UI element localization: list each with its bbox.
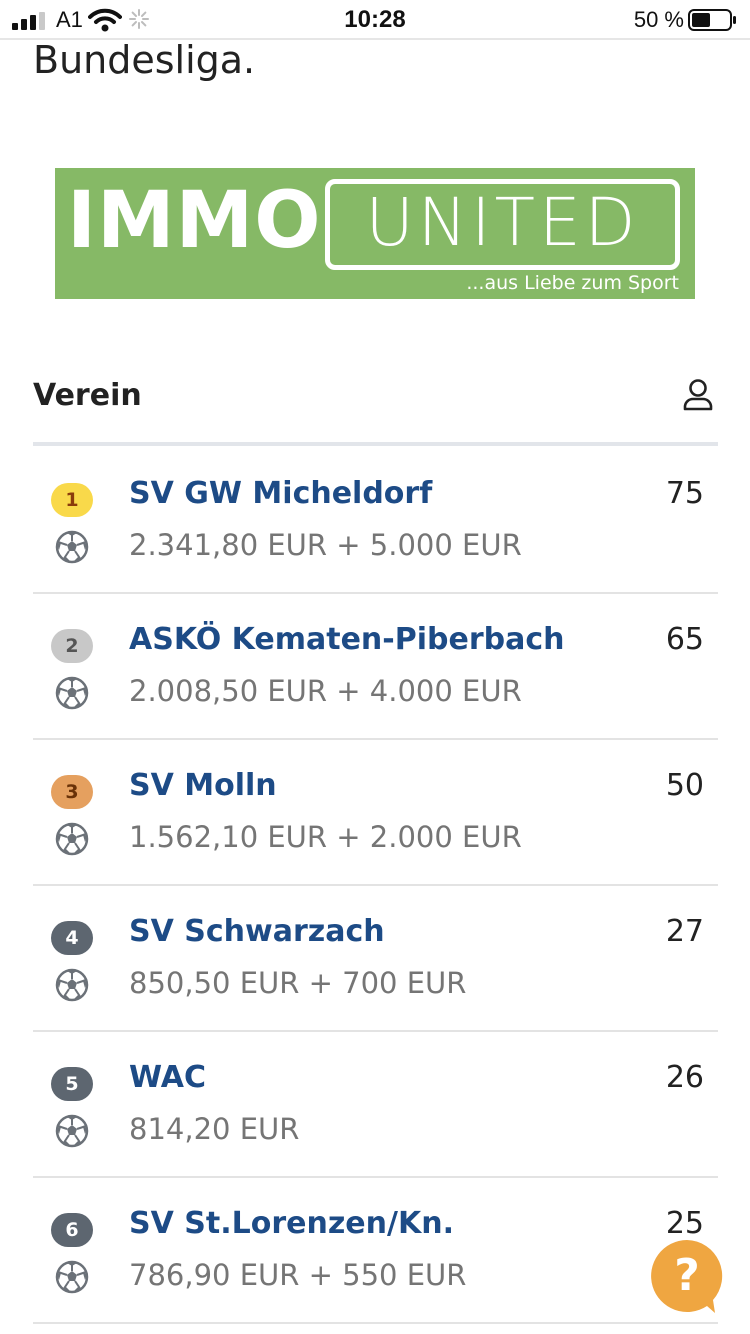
table-row[interactable]: 6 SV St.Lorenzen/Kn. 786,90 EUR + 550 EUR 2… <box>33 1178 718 1324</box>
user-icon[interactable] <box>682 378 714 412</box>
club-name[interactable]: SV Molln <box>129 768 277 803</box>
points-value: 50 <box>665 768 704 803</box>
club-name[interactable]: SV St.Lorenzen/Kn. <box>129 1206 454 1241</box>
table-row[interactable]: 2 ASKÖ Kematen-Piberbach 2.008,50 EUR + 4.… <box>33 594 718 740</box>
rank-badge: 1 <box>51 483 93 517</box>
rank-badge: 3 <box>51 775 93 809</box>
points-value: 65 <box>665 622 704 657</box>
rank-badge: 4 <box>51 921 93 955</box>
club-name[interactable]: SV GW Micheldorf <box>129 476 433 511</box>
page-heading: Bundesliga. <box>33 38 256 82</box>
column-header-club: Verein <box>33 378 142 413</box>
table-row[interactable]: 1 SV GW Micheldorf 2.341,80 EUR + 5.000 EU… <box>33 448 718 594</box>
status-bar: A1 10:28 50 % <box>0 0 750 40</box>
table-row[interactable]: 5 WAC 814,20 EUR 26 <box>33 1032 718 1178</box>
points-value: 25 <box>665 1206 704 1241</box>
soccer-ball-icon <box>55 1260 89 1294</box>
carrier-label: A1 <box>56 7 83 32</box>
banner-logo-word-immo: IMMO <box>67 176 322 266</box>
prize-money: 786,90 EUR + 550 EUR <box>129 1258 467 1292</box>
soccer-ball-icon <box>55 676 89 710</box>
prize-money: 2.008,50 EUR + 4.000 EUR <box>129 674 522 708</box>
soccer-ball-icon <box>55 530 89 564</box>
club-name[interactable]: WAC <box>129 1060 206 1095</box>
prize-money: 2.341,80 EUR + 5.000 EUR <box>129 528 522 562</box>
battery-percent: 50 % <box>633 7 684 32</box>
loading-icon <box>129 9 149 29</box>
rank-badge: 5 <box>51 1067 93 1101</box>
table-header: Verein <box>33 370 718 446</box>
points-value: 26 <box>665 1060 704 1095</box>
rank-badge: 2 <box>51 629 93 663</box>
sponsor-banner[interactable]: IMMO UNITED ...aus Liebe zum Sport <box>55 168 695 299</box>
club-name[interactable]: ASKÖ Kematen-Piberbach <box>129 622 565 657</box>
soccer-ball-icon <box>55 968 89 1002</box>
soccer-ball-icon <box>55 822 89 856</box>
banner-logo-box: UNITED <box>325 179 680 270</box>
banner-logo-word-united: UNITED <box>365 184 640 261</box>
soccer-ball-icon <box>55 1114 89 1148</box>
rank-badge: 6 <box>51 1213 93 1247</box>
prize-money: 850,50 EUR + 700 EUR <box>129 966 467 1000</box>
prize-money: 1.562,10 EUR + 2.000 EUR <box>129 820 522 854</box>
points-value: 27 <box>665 914 704 949</box>
table-row[interactable]: 4 SV Schwarzach 850,50 EUR + 700 EUR 27 <box>33 886 718 1032</box>
help-button[interactable]: ? <box>649 1238 725 1314</box>
status-time: 10:28 <box>344 6 406 33</box>
table-row[interactable]: 3 SV Molln 1.562,10 EUR + 2.000 EUR 50 <box>33 740 718 886</box>
help-icon: ? <box>674 1250 700 1301</box>
club-name[interactable]: SV Schwarzach <box>129 914 385 949</box>
points-value: 75 <box>665 476 704 511</box>
signal-icon <box>12 12 45 30</box>
battery-icon <box>688 9 736 31</box>
prize-money: 814,20 EUR <box>129 1112 300 1146</box>
wifi-icon <box>88 8 122 32</box>
banner-slogan: ...aus Liebe zum Sport <box>466 272 679 294</box>
